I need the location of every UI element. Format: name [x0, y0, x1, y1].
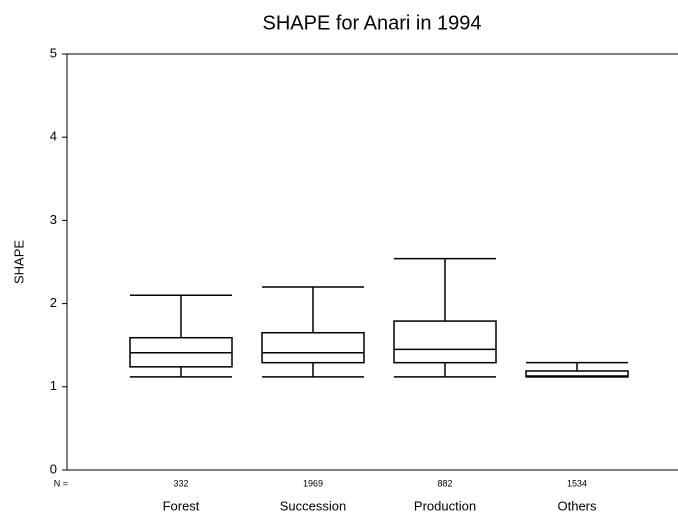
box	[261, 331, 365, 364]
box	[393, 320, 497, 364]
n-value: 1969	[303, 478, 323, 488]
n-value: 332	[173, 478, 188, 488]
x-tick-label: Succession	[280, 498, 346, 513]
y-tick-label: 3	[50, 212, 57, 227]
y-tick-label: 4	[50, 129, 57, 144]
x-tick-label: Production	[414, 498, 476, 513]
n-value: 1534	[567, 478, 587, 488]
box	[525, 370, 629, 378]
y-tick-label: 2	[50, 295, 57, 310]
x-tick-label: Others	[557, 498, 597, 513]
n-label: N =	[54, 478, 68, 488]
y-axis-label: SHAPE	[11, 240, 26, 284]
n-value: 882	[437, 478, 452, 488]
y-tick-label: 1	[50, 378, 57, 393]
y-tick-label: 0	[50, 461, 57, 476]
y-tick-label: 5	[50, 45, 57, 60]
chart-title: SHAPE for Anari in 1994	[262, 12, 481, 34]
x-tick-label: Forest	[163, 498, 200, 513]
